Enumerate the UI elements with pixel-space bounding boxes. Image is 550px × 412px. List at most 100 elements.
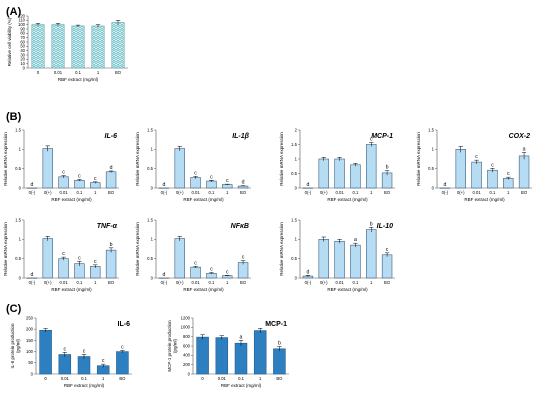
b7-x-tick-label: 0.1 xyxy=(353,280,359,285)
b3-bar xyxy=(381,172,393,189)
b6-x-tick-label: 0(-) xyxy=(161,280,168,285)
a-bar xyxy=(31,24,45,69)
a-y-tick-label: 50 xyxy=(20,44,25,49)
b3-y-label: Relative mRNA expression xyxy=(279,132,284,186)
b4-bar xyxy=(503,178,514,189)
b2-sig-letter: c xyxy=(194,170,197,176)
b5-bar xyxy=(58,258,69,279)
b3-x-tick-label: 0.01 xyxy=(336,190,345,195)
b7-y-tick-label: 0 xyxy=(295,275,298,280)
b3-x-tick-label: BO xyxy=(384,190,391,195)
b4-sig-letter: d xyxy=(443,182,446,188)
c2-x-tick-label: 0.01 xyxy=(218,376,227,381)
c1-bar xyxy=(116,351,129,375)
c1-bar xyxy=(39,330,52,375)
b3-x-tick-label: 0(+) xyxy=(320,190,328,195)
c1-x-tick-label: 0 xyxy=(44,376,47,381)
c2-y-tick-label: 1000 xyxy=(181,325,191,330)
c1-y-label: IL-6 protein production xyxy=(10,323,15,369)
b6-y-tick-label: 1 xyxy=(151,237,154,242)
b2-y-tick-label: 0.5 xyxy=(147,166,153,171)
b2-sig-letter: c xyxy=(226,178,229,184)
a-y-tick-label: 60 xyxy=(20,39,25,44)
c2-x-tick-label: 1 xyxy=(259,376,262,381)
c1-x-label: RBF extract (mg/ml) xyxy=(64,383,105,388)
b6-sig-letter: c xyxy=(210,267,213,273)
b1-y-tick-label: 1 xyxy=(19,147,22,152)
b6-x-tick-label: 1 xyxy=(226,280,229,285)
b2-bar xyxy=(206,180,217,189)
a-bar xyxy=(71,25,85,69)
b6-x-tick-label: 0(+) xyxy=(176,280,184,285)
b2-x-tick-label: 0(+) xyxy=(176,190,184,195)
c1-x-tick-label: 0.01 xyxy=(61,376,70,381)
b3-x-tick-label: 1 xyxy=(370,190,373,195)
b1-y-tick-label: 0.5 xyxy=(15,166,21,171)
b7-sig-letter: b xyxy=(370,221,373,227)
b2-x-tick-label: 0(-) xyxy=(161,190,168,195)
b6-x-tick-label: 0.01 xyxy=(192,280,201,285)
b5-bar xyxy=(74,263,85,279)
b2-x-tick-label: BO xyxy=(240,190,247,195)
a-x-tick-label: 0.01 xyxy=(54,70,63,75)
b4-y-label: Relative mRNA expression xyxy=(416,132,421,186)
b5-bar xyxy=(90,266,101,279)
b6-sig-letter: d xyxy=(162,272,165,278)
b5-x-label: RBF extract (mg/ml) xyxy=(51,287,92,292)
b6-bar xyxy=(237,262,249,279)
b5-sig-letter: b xyxy=(110,242,113,248)
b4-bar xyxy=(471,161,482,189)
b7-x-label: RBF extract (mg/ml) xyxy=(327,287,368,292)
b2-bar xyxy=(174,148,185,189)
b3-bar xyxy=(318,158,329,189)
b7-x-tick-label: BO xyxy=(384,280,391,285)
a-bar xyxy=(91,25,105,69)
b6-x-label: RBF extract (mg/ml) xyxy=(183,287,224,292)
b3-sig-letter: b xyxy=(386,165,389,171)
b7-x-tick-label: 0(+) xyxy=(320,280,328,285)
a-y-tick-label: 0 xyxy=(23,65,26,70)
c1-x-tick-label: 1 xyxy=(102,376,105,381)
b3-y-tick-label: 0 xyxy=(295,185,298,190)
b6-bar xyxy=(206,273,217,279)
b7-y-tick-label: 1.5 xyxy=(291,217,297,222)
a-y-label: Relative cell viability (%) xyxy=(7,17,12,66)
b7-y-tick-label: 1 xyxy=(295,237,298,242)
b6-bar xyxy=(174,238,185,279)
c1-y-tick-label: 200 xyxy=(26,327,34,332)
b1-y-label: Relative mRNA expression xyxy=(3,132,8,186)
b4-x-tick-label: 1 xyxy=(507,190,510,195)
b2-y-label: Relative mRNA expression xyxy=(135,132,140,186)
b5-title: TNF-α xyxy=(97,223,118,230)
c2-y-tick-label: 1200 xyxy=(181,315,191,320)
a-x-tick-label: 1 xyxy=(97,70,100,75)
b7-sig-letter: a xyxy=(354,237,357,243)
b1-bar xyxy=(74,179,85,189)
c1-y-label: (pg/ml) xyxy=(16,339,21,354)
c1-x-tick-label: BO xyxy=(119,376,126,381)
a-y-tick-label: 80 xyxy=(20,31,25,36)
b7-y-tick-label: 0.5 xyxy=(291,256,297,261)
b7-bar xyxy=(318,239,329,279)
b7-bar xyxy=(350,244,361,279)
b7-y-label: Relative mRNA expression xyxy=(279,222,284,276)
b6-x-tick-label: 0.1 xyxy=(209,280,215,285)
c2-x-tick-label: BO xyxy=(276,376,283,381)
b6-sig-letter: c xyxy=(242,255,245,261)
b7-title: IL-10 xyxy=(377,223,393,230)
b6-y-tick-label: 0.5 xyxy=(147,256,153,261)
b3-x-tick-label: 0(-) xyxy=(305,190,312,195)
b4-x-tick-label: 0(+) xyxy=(457,190,465,195)
b5-x-tick-label: 0.1 xyxy=(77,280,83,285)
b5-x-tick-label: 0(+) xyxy=(44,280,52,285)
c1-y-tick-label: 100 xyxy=(26,349,34,354)
b4-x-tick-label: 0.01 xyxy=(473,190,482,195)
c1-y-tick-label: 0 xyxy=(31,371,34,376)
b3-x-tick-label: 0.1 xyxy=(353,190,359,195)
c1-y-tick-label: 50 xyxy=(28,360,33,365)
c2-x-label: RBF extract (mg/ml) xyxy=(221,383,262,388)
b3-bar xyxy=(366,144,377,189)
b2-sig-letter: c xyxy=(210,174,213,180)
b6-y-tick-label: 1.5 xyxy=(147,217,153,222)
c1-sig-letter: c xyxy=(83,348,86,354)
